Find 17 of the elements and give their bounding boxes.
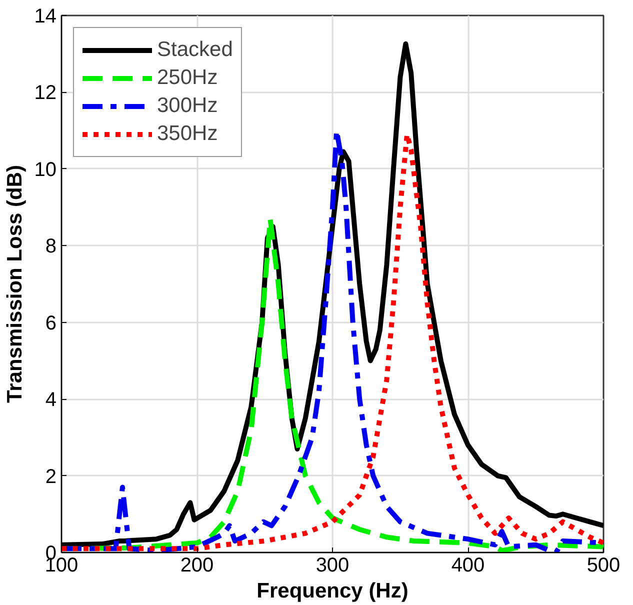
legend-label: 250Hz — [157, 65, 218, 91]
y-tick-label: 12 — [34, 82, 57, 104]
y-tick-label: 10 — [34, 158, 57, 181]
y-tick-label: 14 — [34, 6, 57, 28]
y-axis-title: Transmission Loss (dB) — [3, 164, 26, 404]
y-tick-label: 4 — [45, 389, 56, 412]
x-tick-label: 400 — [451, 554, 485, 576]
y-tick-label: 8 — [45, 236, 56, 258]
x-tick-label: 300 — [316, 554, 350, 576]
y-tick-label: 2 — [45, 466, 56, 488]
x-axis-title: Frequency (Hz) — [256, 580, 408, 602]
legend-label: 300Hz — [157, 93, 218, 119]
legend-label: 350Hz — [157, 121, 218, 147]
x-tick-label: 500 — [586, 554, 620, 576]
legend-label: Stacked — [157, 37, 233, 63]
y-tick-label: 6 — [45, 312, 56, 334]
x-tick-label: 200 — [180, 554, 214, 576]
